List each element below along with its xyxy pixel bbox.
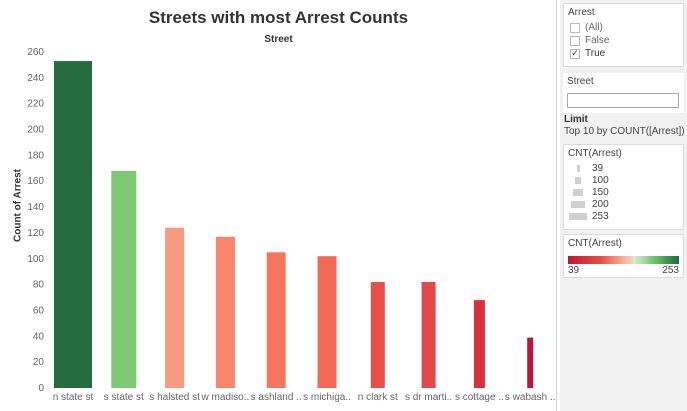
color-legend-title: CNT(Arrest) <box>568 238 622 249</box>
limit-title: Limit <box>564 114 588 125</box>
size-legend-label: 253 <box>592 210 609 222</box>
bar[interactable] <box>421 282 436 388</box>
x-tick-label: s cottage .. <box>455 392 504 403</box>
size-legend-item: 39 <box>564 162 683 174</box>
size-legend-swatch <box>576 164 580 172</box>
bar[interactable] <box>266 252 286 388</box>
y-tick-label: 80 <box>33 280 45 291</box>
size-legend-swatch <box>575 176 581 184</box>
size-legend-item: 150 <box>564 186 683 198</box>
x-tick-label: s halsted st <box>149 392 200 403</box>
street-search-input[interactable] <box>567 93 679 108</box>
x-axis-header: Street <box>264 34 293 45</box>
checkbox[interactable] <box>570 22 580 33</box>
bar[interactable] <box>111 170 137 388</box>
size-legend-item: 100 <box>564 174 683 186</box>
bar[interactable] <box>527 337 534 388</box>
color-legend-max: 253 <box>662 265 679 276</box>
x-tick-label: s dr marti.. <box>405 392 452 403</box>
y-tick-label: 60 <box>33 305 45 316</box>
arrest-filter-option-label: False <box>585 35 610 46</box>
arrest-filter-list: (All) False ✓ True <box>564 21 683 60</box>
bar[interactable] <box>54 61 92 389</box>
y-tick-label: 180 <box>27 150 44 161</box>
checkbox[interactable] <box>570 35 580 46</box>
y-tick-label: 220 <box>27 99 44 110</box>
limit-text: Top 10 by COUNT([Arrest]) <box>564 126 685 137</box>
size-legend-title: CNT(Arrest) <box>568 148 622 159</box>
bar[interactable] <box>165 227 185 388</box>
y-tick-label: 100 <box>27 254 44 265</box>
x-tick-label: n state st <box>53 392 94 403</box>
y-tick-label: 0 <box>38 383 44 394</box>
bar[interactable] <box>215 236 235 388</box>
size-legend-label: 150 <box>592 186 609 198</box>
color-gradient-bar <box>568 256 679 264</box>
size-legend-label: 39 <box>592 162 604 174</box>
size-legend-swatch <box>573 188 583 196</box>
arrest-filter-title: Arrest <box>568 7 595 18</box>
size-legend-swatch <box>569 212 587 220</box>
x-tick-label: s ashland .. <box>251 392 302 403</box>
bar[interactable] <box>317 256 337 388</box>
y-tick-label: 200 <box>27 125 44 136</box>
x-tick-label: s state st <box>104 392 144 403</box>
street-filter-title: Street <box>567 76 594 87</box>
color-legend-card: CNT(Arrest) 39 253 <box>563 234 684 278</box>
bar-chart: 0 20 40 60 80 100 120 140 160 180 200 220 240 260 n st… <box>27 47 556 403</box>
y-tick-label: 40 <box>33 331 45 342</box>
size-legend-label: 100 <box>592 174 609 186</box>
color-legend-min: 39 <box>568 265 580 276</box>
y-tick-label: 20 <box>33 357 45 368</box>
street-filter-card: Street <box>563 73 684 113</box>
arrest-filter-card: Arrest (All) False ✓ True <box>563 3 684 67</box>
x-tick-label: s wabash .. <box>505 392 556 403</box>
checkbox[interactable]: ✓ <box>570 48 580 59</box>
arrest-filter-option[interactable]: (All) <box>564 21 683 34</box>
size-legend-swatch <box>571 200 585 208</box>
size-legend-item: 200 <box>564 198 683 210</box>
size-legend-list: 39 100 150 200 253 <box>564 162 683 222</box>
size-legend-card: CNT(Arrest) 39 100 150 200 253 <box>563 144 684 230</box>
size-legend-item: 253 <box>564 210 683 222</box>
y-tick-label: 120 <box>27 228 44 239</box>
bar[interactable] <box>370 282 385 388</box>
y-tick-label: 140 <box>27 202 44 213</box>
bar[interactable] <box>473 300 485 388</box>
x-tick-label: n clark st <box>358 392 398 403</box>
sidebar: Arrest (All) False ✓ True Street CNT(Arrest… <box>560 0 687 411</box>
y-tick-label: 240 <box>27 73 44 84</box>
chart-panel: Streets with most Arrest Counts Street C… <box>12 0 557 411</box>
chart-title: Streets with most Arrest Counts <box>148 8 409 27</box>
arrest-filter-option[interactable]: ✓ True <box>564 47 683 60</box>
arrest-filter-option-label: True <box>585 48 606 59</box>
size-legend-label: 200 <box>592 198 609 210</box>
x-tick-label: w madiso.. <box>201 392 250 403</box>
y-tick-label: 160 <box>27 176 44 187</box>
arrest-filter-option-label: (All) <box>585 22 603 33</box>
x-tick-label: s michiga.. <box>303 392 351 403</box>
y-tick-label: 260 <box>27 47 44 58</box>
arrest-filter-option[interactable]: False <box>564 34 683 47</box>
